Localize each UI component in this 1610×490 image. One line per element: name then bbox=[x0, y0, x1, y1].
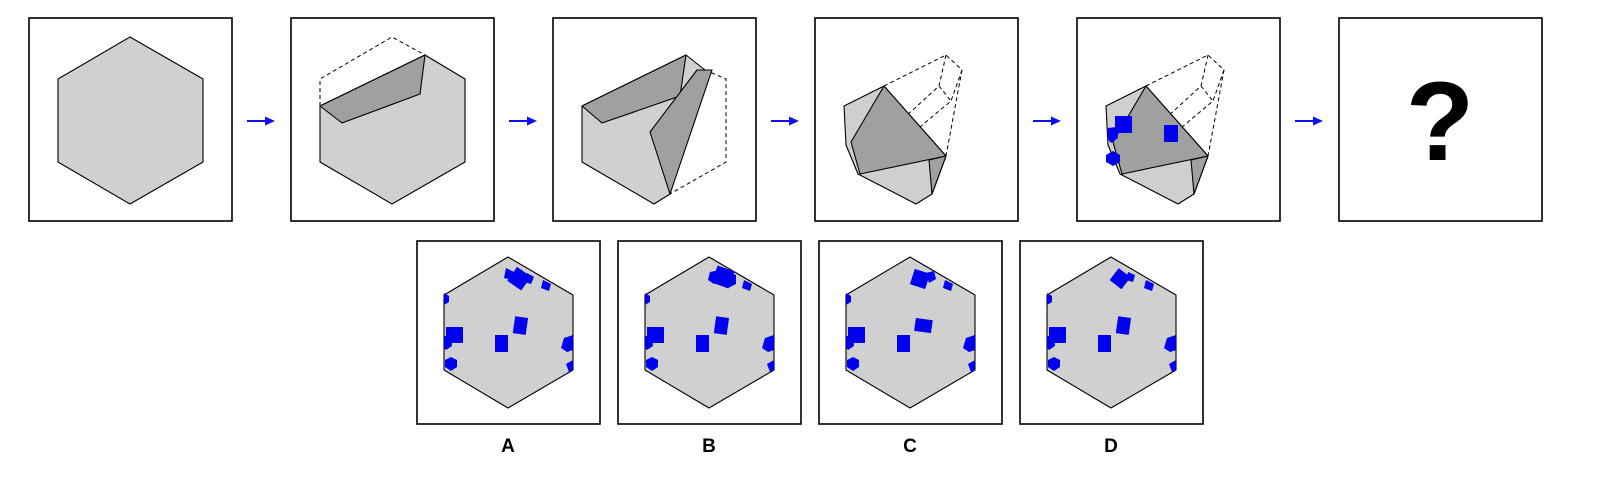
step-5-panel bbox=[1076, 17, 1281, 222]
step-5-fold-outline bbox=[1145, 54, 1225, 157]
option-d-holes bbox=[1047, 268, 1176, 372]
square-hole bbox=[1115, 116, 1132, 133]
edge-hole bbox=[541, 280, 551, 291]
step-2-folded-flap bbox=[319, 54, 426, 124]
edge-hole bbox=[566, 360, 573, 372]
step-4-fold-outline bbox=[883, 54, 963, 157]
hexagon-hole bbox=[1048, 357, 1060, 371]
step-1-paper bbox=[57, 36, 204, 205]
square-hole bbox=[1164, 125, 1178, 142]
question-mark: ? bbox=[1406, 59, 1474, 184]
edge-hole bbox=[968, 360, 975, 372]
edge-hole bbox=[1144, 280, 1154, 291]
square-hole bbox=[1109, 268, 1131, 290]
edge-hole bbox=[645, 336, 653, 350]
pentagon-hole bbox=[722, 272, 736, 288]
edge-hole bbox=[846, 336, 854, 350]
option-c[interactable]: C bbox=[818, 240, 1003, 457]
step-2-panel bbox=[290, 17, 495, 222]
arrow-right-icon bbox=[246, 115, 276, 127]
option-c-holes bbox=[846, 268, 975, 372]
edge-hole bbox=[943, 280, 953, 291]
edge-hole bbox=[561, 335, 573, 352]
hexagon-hole bbox=[847, 357, 859, 371]
edge-hole bbox=[762, 335, 774, 352]
arrow-right-icon bbox=[508, 115, 538, 127]
square-hole bbox=[512, 316, 529, 335]
edge-hole bbox=[963, 335, 975, 352]
edge-hole bbox=[645, 293, 650, 305]
edge-hole bbox=[1169, 360, 1176, 372]
edge-hole bbox=[444, 336, 452, 350]
option-a[interactable]: A bbox=[416, 240, 601, 457]
square-hole bbox=[1115, 316, 1132, 335]
step-3-flap-right bbox=[649, 69, 713, 195]
edge-hole bbox=[1126, 272, 1135, 282]
square-hole bbox=[495, 335, 508, 352]
square-hole bbox=[1098, 335, 1111, 352]
edge-hole bbox=[742, 280, 752, 291]
square-hole bbox=[713, 316, 730, 335]
edge-hole bbox=[1047, 293, 1052, 305]
edge-hole bbox=[846, 293, 851, 305]
pentagon-hole bbox=[708, 270, 723, 284]
hexagon-hole bbox=[1106, 151, 1120, 166]
square-hole bbox=[897, 335, 910, 352]
edge-hole bbox=[767, 360, 774, 372]
step-5-side-flap bbox=[1190, 155, 1209, 195]
option-a-label: A bbox=[501, 436, 515, 457]
step-1-panel bbox=[28, 17, 233, 222]
edge-hole bbox=[1047, 336, 1055, 350]
option-c-label: C bbox=[903, 436, 917, 457]
square-hole bbox=[909, 268, 931, 290]
step-4-panel bbox=[814, 17, 1019, 222]
edge-hole bbox=[1164, 335, 1176, 352]
question-frame bbox=[1338, 17, 1543, 222]
option-b-holes bbox=[645, 265, 774, 372]
step-5-holes bbox=[1106, 116, 1178, 166]
edge-hole bbox=[1107, 127, 1118, 143]
question-panel: ? bbox=[1338, 17, 1543, 222]
option-d[interactable]: D bbox=[1019, 240, 1204, 457]
option-d-label: D bbox=[1104, 436, 1118, 457]
edge-hole bbox=[444, 293, 449, 305]
step-4-triangle-flap bbox=[850, 85, 947, 175]
arrow-right-icon bbox=[1032, 115, 1062, 127]
step-3-panel bbox=[552, 17, 757, 222]
option-a-holes bbox=[444, 266, 573, 372]
edge-hole bbox=[926, 271, 936, 283]
option-b-label: B bbox=[702, 436, 716, 457]
hexagon-hole bbox=[646, 357, 658, 371]
square-hole bbox=[914, 317, 933, 334]
option-b[interactable]: B bbox=[617, 240, 802, 457]
square-hole bbox=[696, 335, 709, 352]
step-4-side-flap bbox=[928, 155, 947, 195]
edge-hole bbox=[524, 273, 534, 284]
hexagon-hole bbox=[445, 357, 457, 371]
arrow-right-icon bbox=[770, 115, 800, 127]
arrow-right-icon bbox=[1294, 115, 1324, 127]
edge-hole bbox=[504, 268, 514, 280]
step-2-fold-outline bbox=[319, 36, 427, 107]
